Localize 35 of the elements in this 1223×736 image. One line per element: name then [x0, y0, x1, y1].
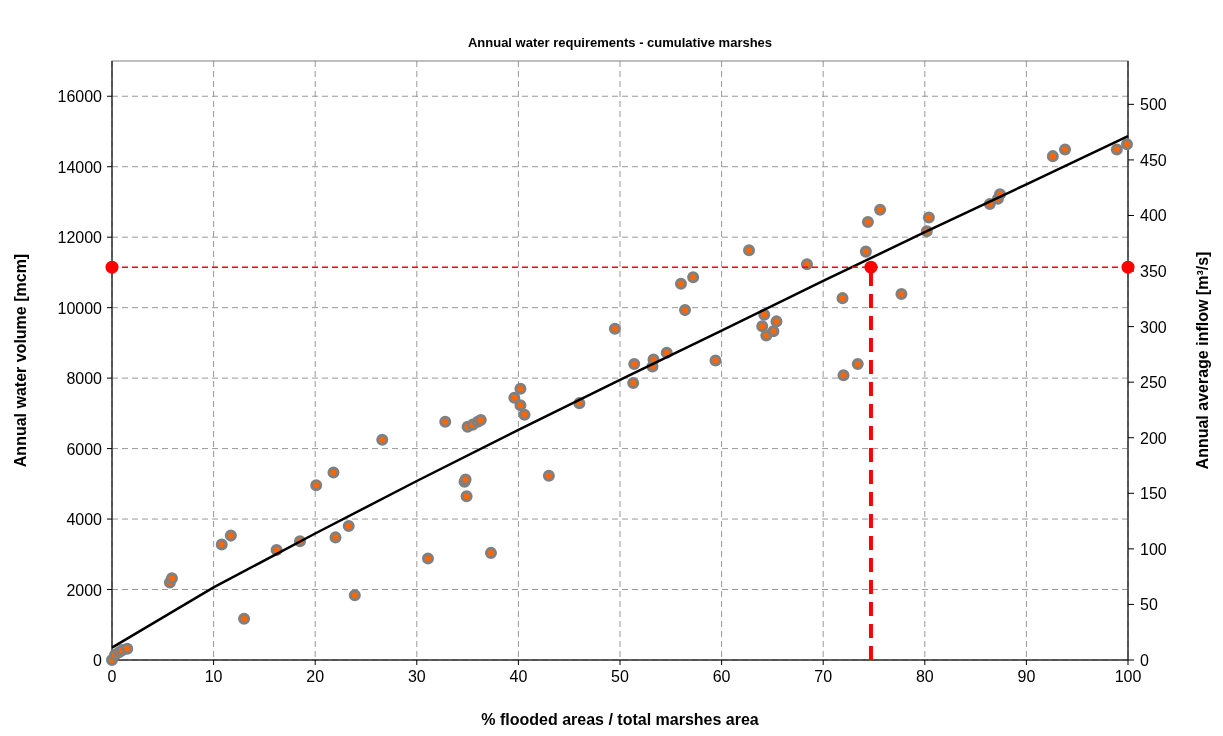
x-tick-label: 30	[407, 668, 426, 685]
x-tick-label: 10	[204, 668, 223, 685]
y-tick-label: 0	[93, 652, 103, 669]
y2-tick-label: 300	[1140, 318, 1167, 336]
y-tick-label: 8000	[66, 370, 103, 388]
x-tick-label: 80	[915, 668, 934, 685]
x-tick-label: 70	[814, 668, 833, 685]
y2-tick-label: 450	[1140, 151, 1167, 169]
y2-tick-label: 400	[1140, 207, 1167, 225]
y2-tick-label: 100	[1140, 540, 1167, 558]
x-tick-label: 0	[107, 668, 117, 685]
y2-tick-label: 500	[1140, 96, 1167, 114]
x-tick-label: 40	[509, 668, 528, 685]
x-tick-label: 90	[1017, 668, 1036, 685]
y-tick-label: 4000	[66, 511, 103, 529]
x-tick-label: 20	[306, 668, 325, 685]
y2-tick-label: 250	[1140, 374, 1167, 392]
x-tick-label: 100	[1114, 668, 1142, 685]
y-tick-label: 6000	[66, 440, 103, 458]
chart-title: Annual water requirements - cumulative marshes	[467, 35, 773, 50]
y2-tick-label: 0	[1140, 652, 1149, 669]
x-tick-label: 50	[611, 668, 629, 685]
y2-tick-label: 350	[1140, 263, 1167, 281]
y2-tick-label: 50	[1140, 596, 1158, 614]
y-tick-label: 12000	[57, 229, 103, 247]
y2-tick-label: 200	[1140, 429, 1167, 447]
y-tick-label: 14000	[57, 158, 103, 176]
x-axis-title: % flooded areas / total marshes area	[481, 711, 759, 728]
y-axis-title: Annual water volume [mcm]	[12, 253, 29, 468]
y2-axis-title: Annual average inflow [m³/s]	[1194, 251, 1211, 470]
y-tick-label: 10000	[57, 299, 103, 317]
y-tick-label: 16000	[57, 88, 103, 106]
y2-tick-label: 150	[1140, 485, 1167, 503]
x-tick-label: 60	[712, 668, 731, 685]
y-tick-label: 2000	[66, 581, 103, 599]
